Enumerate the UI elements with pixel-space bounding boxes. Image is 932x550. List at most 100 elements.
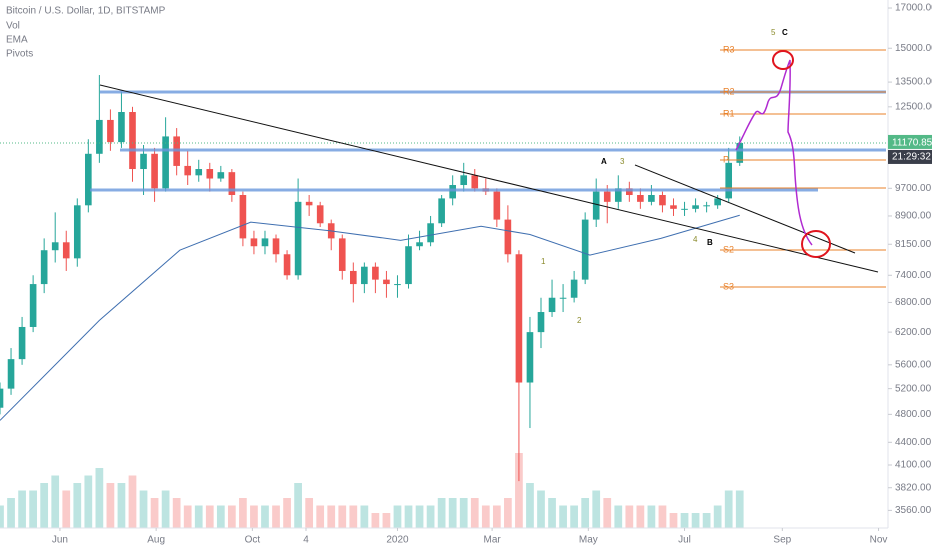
- candle-body: [493, 191, 501, 220]
- pivot-label: P: [723, 154, 729, 164]
- highlight-circle: [772, 50, 794, 70]
- candle-body: [372, 266, 379, 280]
- candle-body: [294, 201, 302, 276]
- volume-bar: [691, 513, 700, 528]
- candle-body: [471, 175, 479, 189]
- x-tick-label: 4: [303, 535, 309, 546]
- volume-bar: [713, 505, 722, 528]
- volume-bar: [470, 498, 479, 528]
- volume-bar: [95, 468, 104, 528]
- y-tick-label: 6800.00: [895, 297, 932, 308]
- candle-body: [228, 172, 236, 196]
- axes: 17000.00 15000.00 13500.00 12500.00 9700.00 8…: [52, 3, 932, 546]
- volume-bar: [404, 505, 413, 528]
- candle-body: [427, 223, 434, 243]
- candle-body: [714, 198, 721, 206]
- indicator-label: EMA: [6, 35, 28, 46]
- volume-bar: [250, 505, 258, 528]
- indicator-label: Pivots: [6, 49, 33, 60]
- volume-bar: [526, 483, 534, 528]
- volume-bar: [724, 490, 733, 528]
- volume-bar: [625, 505, 634, 528]
- candle-body: [217, 172, 225, 179]
- volume-bar: [426, 505, 435, 528]
- candle-body: [151, 153, 158, 189]
- y-tick-label: 4400.00: [895, 437, 932, 448]
- x-tick-label: Nov: [870, 535, 888, 546]
- candle-body: [40, 250, 48, 285]
- volume-bar: [548, 498, 556, 528]
- volume-bar: [459, 498, 468, 528]
- candle-body: [559, 297, 567, 299]
- candle-body: [637, 195, 644, 202]
- y-tick-label: 4100.00: [895, 460, 932, 471]
- candle-body: [73, 205, 81, 259]
- candle-body: [272, 238, 280, 255]
- y-tick-label: 17000.00: [895, 3, 932, 14]
- volume-bar: [51, 475, 60, 528]
- volume-bar: [117, 483, 126, 528]
- volume-bar: [537, 490, 545, 528]
- ema-line: [0, 214, 740, 421]
- volume-bar: [437, 498, 446, 528]
- volume-bar: [327, 505, 336, 528]
- candle-body: [526, 332, 534, 383]
- volume-bar: [239, 498, 247, 528]
- candle-body: [250, 238, 258, 247]
- y-tick-label: 12500.00: [895, 101, 932, 112]
- candle-body: [206, 169, 214, 179]
- candle-body: [614, 188, 622, 202]
- candle-body: [239, 195, 247, 239]
- y-tick-label: 6200.00: [895, 327, 932, 338]
- candle-body: [416, 242, 423, 247]
- volume-bar: [161, 490, 170, 528]
- y-tick-label: 9700.00: [895, 183, 932, 194]
- volume-bar: [492, 505, 501, 528]
- candle-body: [140, 153, 147, 170]
- volume-bar: [581, 498, 590, 528]
- x-tick-label: Jun: [52, 535, 68, 546]
- y-tick-label: 15000.00: [895, 43, 932, 54]
- y-tick-label: 5600.00: [895, 359, 932, 370]
- volume-bar: [261, 505, 269, 528]
- candle-body: [548, 297, 556, 313]
- x-tick-label: Oct: [245, 535, 261, 546]
- x-tick-label: Jul: [678, 535, 691, 546]
- pivot-label: R3: [723, 44, 735, 54]
- volume-bar: [18, 490, 26, 528]
- candle-body: [62, 242, 70, 259]
- volume-bar: [29, 490, 37, 528]
- volume-bar: [62, 490, 71, 528]
- volume-bar: [680, 513, 689, 528]
- candle-body: [18, 326, 26, 360]
- candle-body: [338, 238, 346, 271]
- volume-bar: [316, 505, 325, 528]
- volume-bar: [305, 498, 314, 528]
- volume-bar: [0, 505, 4, 528]
- candle-body: [394, 284, 401, 286]
- volume-bar: [84, 475, 93, 528]
- candle-body: [570, 279, 578, 298]
- candle-body: [85, 153, 92, 206]
- volume-bar: [205, 505, 214, 528]
- volume-bar: [515, 453, 523, 528]
- candle-body: [648, 195, 655, 202]
- volume-bar: [735, 490, 744, 528]
- candle-body: [7, 359, 15, 389]
- pivot-label: S2: [723, 244, 734, 254]
- y-tick-label: 5200.00: [895, 383, 932, 394]
- y-tick-label: 8150.00: [895, 239, 932, 250]
- wave-label: 2: [577, 316, 582, 325]
- candle-body: [361, 266, 368, 285]
- volume-bar: [669, 513, 678, 528]
- last-price-box: [888, 134, 932, 149]
- volume-bar: [415, 505, 424, 528]
- candle-body: [449, 185, 456, 199]
- candle-body: [184, 165, 192, 176]
- candle-body: [129, 112, 136, 170]
- volume-bar: [559, 505, 567, 528]
- highlight-circle: [801, 230, 831, 258]
- volume-bar: [647, 505, 656, 528]
- plot-area: [0, 75, 744, 528]
